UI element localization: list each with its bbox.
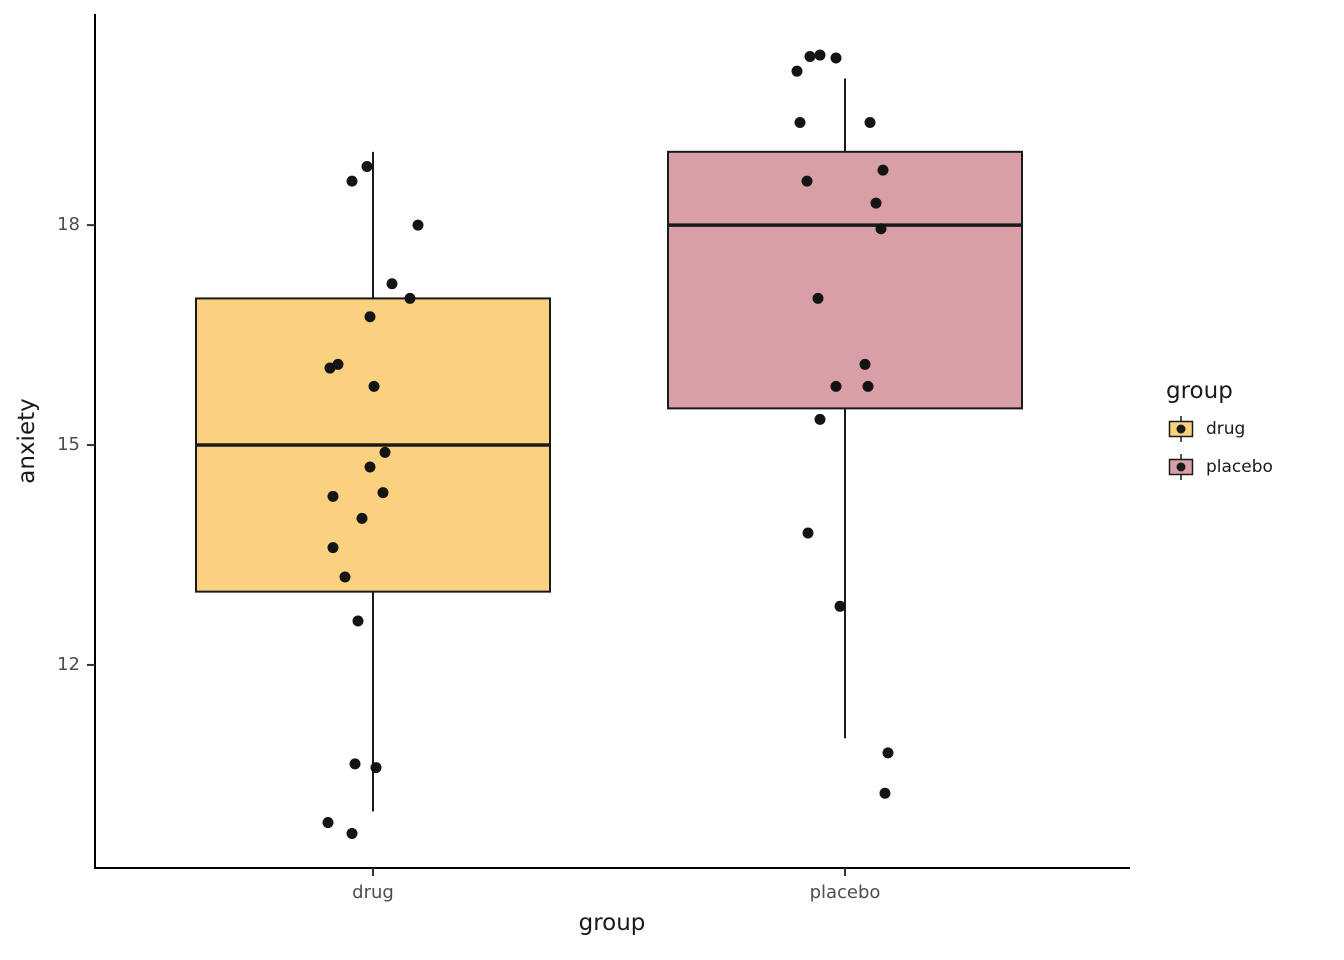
legend-key-placebo-icon: [1168, 454, 1194, 480]
y-axis-title: anxiety: [14, 398, 40, 484]
x-tick-label-placebo: placebo: [809, 882, 881, 903]
x-axis-title: group: [578, 910, 646, 936]
y-tick-label-12: 12: [57, 654, 80, 675]
x-tick-label-drug: drug: [352, 882, 394, 903]
legend-item-placebo: placebo: [1166, 452, 1273, 482]
legend-item-drug: drug: [1166, 414, 1273, 444]
legend-label-placebo: placebo: [1206, 457, 1273, 477]
y-tick-label-18: 18: [57, 214, 80, 235]
legend-title: group: [1166, 378, 1233, 404]
legend-label-drug: drug: [1206, 419, 1246, 439]
y-tick-label-15: 15: [57, 434, 80, 455]
legend-key-drug-icon: [1168, 416, 1194, 442]
legend: group drug placebo: [1166, 378, 1273, 490]
